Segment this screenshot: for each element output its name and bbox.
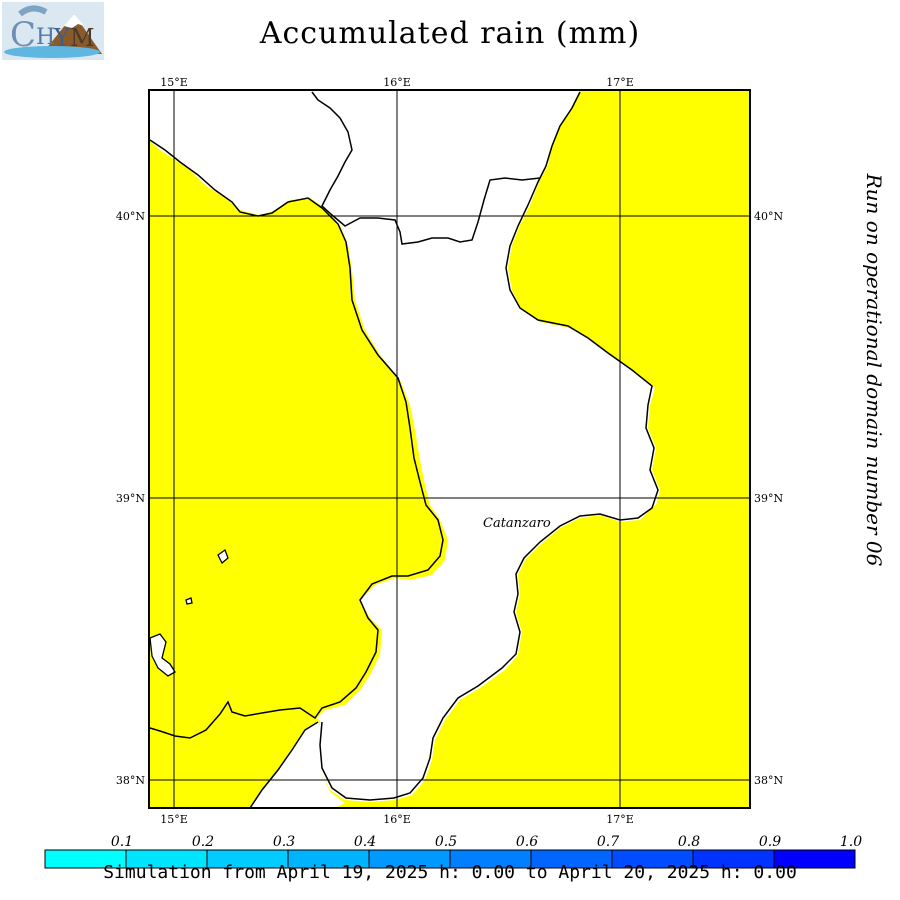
lat-label-right-39: 39°N (754, 492, 783, 505)
sicily-land (250, 720, 345, 808)
lat-label-left-39: 39°N (116, 492, 145, 505)
coastline-west (149, 139, 444, 739)
lon-label-bottom-16: 16°E (383, 813, 411, 826)
legend-label-3: 0.4 (354, 834, 376, 850)
rain-legend: 0.1 0.2 0.3 0.4 0.5 0.6 0.7 0.8 0.9 1.0 (44, 834, 862, 869)
island-3 (149, 633, 176, 677)
tyrrhenian-sea (149, 140, 448, 742)
ionian-sea (415, 500, 750, 808)
regional-border (311, 91, 541, 245)
legend-swatch-9 (773, 849, 856, 869)
lat-label-left-38: 38°N (116, 774, 145, 787)
legend-label-4: 0.5 (435, 834, 457, 850)
lat-label-left-40: 40°N (116, 210, 145, 223)
island-2 (185, 597, 193, 605)
svg-text:C: C (10, 15, 36, 55)
legend-label-0: 0.1 (111, 834, 133, 850)
city-label-catanzaro: Catanzaro (483, 516, 551, 531)
coastline-sicily (249, 721, 319, 809)
chym-logo-icon: C H Y M (2, 2, 104, 60)
legend-label-8: 0.9 (759, 834, 781, 850)
legend-label-6: 0.7 (597, 834, 619, 850)
lon-label-top-15: 15°E (160, 76, 188, 89)
legend-label-7: 0.8 (678, 834, 700, 850)
lon-label-top-16: 16°E (383, 76, 411, 89)
graticule (149, 90, 750, 808)
map-title: Accumulated rain (mm) (259, 16, 641, 51)
island-1 (217, 548, 229, 565)
lat-label-right-40: 40°N (754, 210, 783, 223)
lon-label-bottom-17: 17°E (606, 813, 634, 826)
lon-label-bottom-15: 15°E (160, 813, 188, 826)
legend-label-2: 0.3 (273, 834, 295, 850)
lon-label-top-17: 17°E (606, 76, 634, 89)
simulation-period-label: Simulation from April 19, 2025 h: 0.00 t… (103, 862, 797, 883)
legend-label-9: 1.0 (840, 834, 862, 850)
map-frame (148, 89, 751, 809)
lat-label-right-38: 38°N (754, 774, 783, 787)
svg-text:Y: Y (53, 24, 71, 52)
svg-text:H: H (36, 25, 55, 50)
svg-text:M: M (70, 24, 95, 52)
legend-label-5: 0.6 (516, 834, 538, 850)
legend-label-1: 0.2 (192, 834, 214, 850)
